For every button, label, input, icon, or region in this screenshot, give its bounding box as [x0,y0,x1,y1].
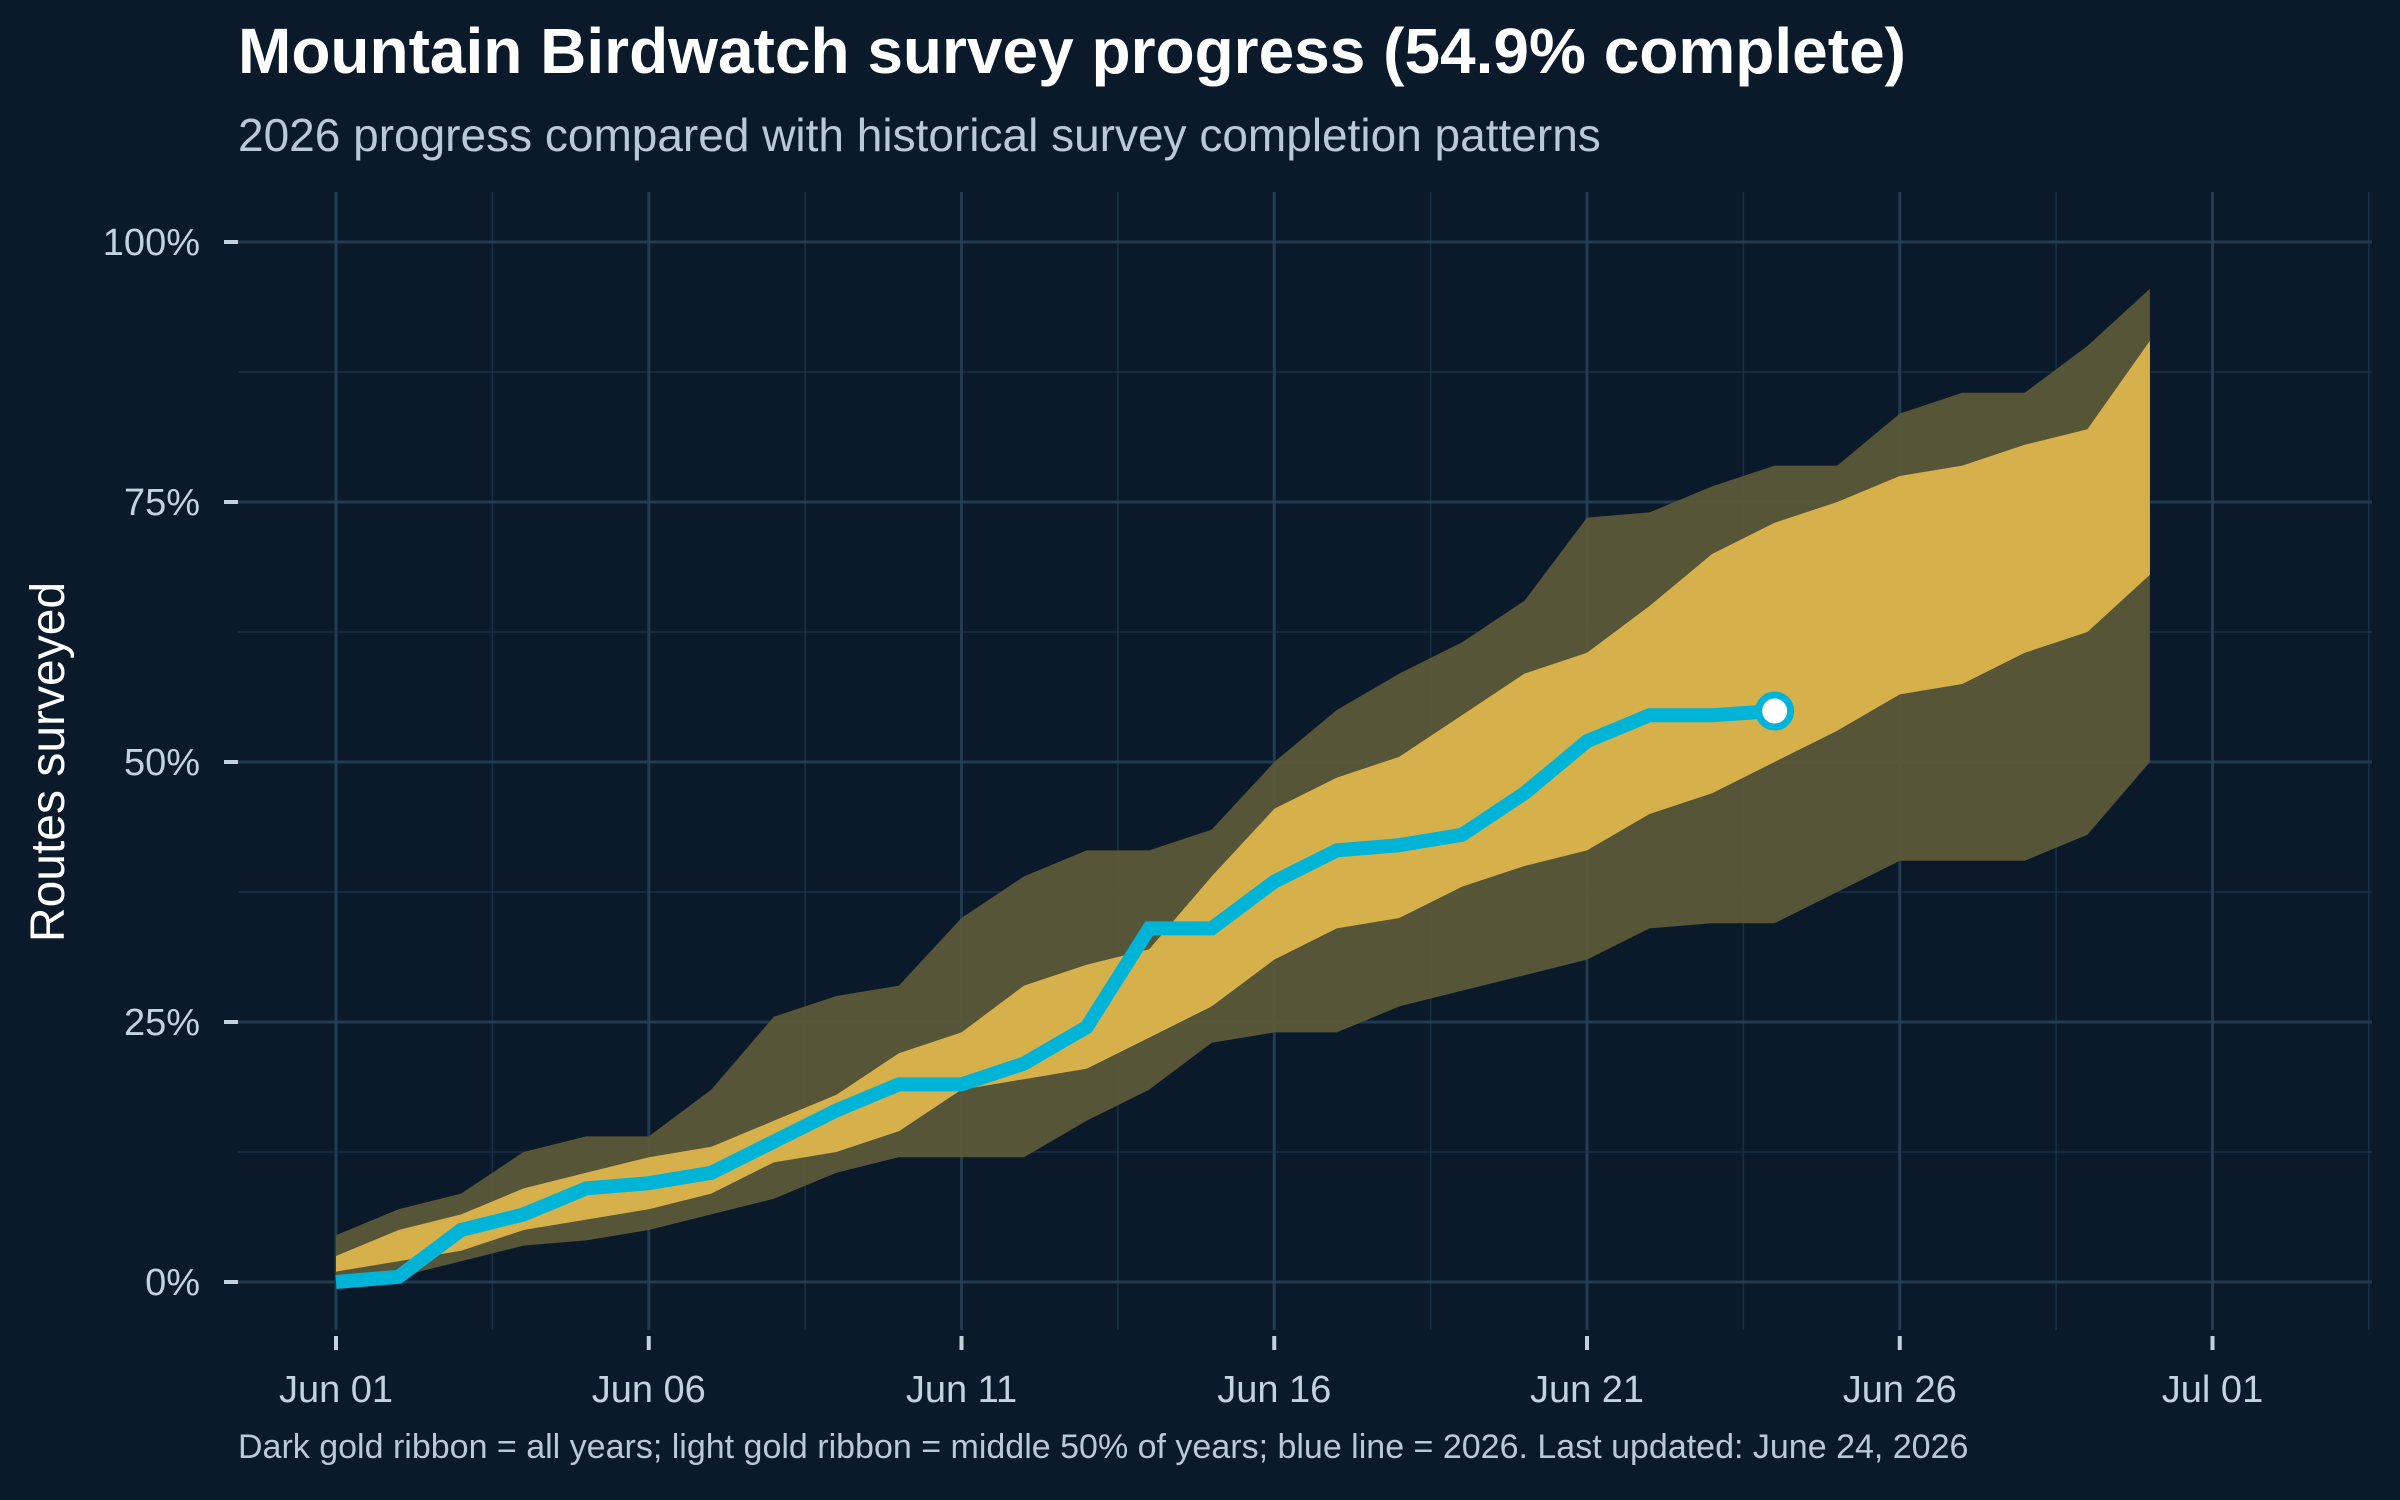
line-layer [335,691,1795,1289]
axes: 0% 25% 50% 75% 100% Jun 01 Jun 06 Jun 11 Jun 16 J… [103,222,2263,1411]
x-tick-label: Jul 01 [2162,1369,2263,1411]
chart-title: Mountain Birdwatch survey progress (54.9… [238,15,1906,87]
x-tick-label: Jun 11 [906,1369,1017,1411]
x-tick-label: Jun 21 [1530,1369,1644,1411]
chart-subtitle: 2026 progress compared with historical s… [238,109,1601,161]
x-tick-label: Jun 06 [592,1369,706,1411]
ribbons [336,288,2150,1282]
series-line-2026 [335,704,1776,1289]
all-years-ribbon [336,288,2150,1282]
x-tick-label: Jun 01 [279,1369,393,1411]
y-axis-title: Routes surveyed [22,582,75,942]
y-tick-label: 50% [124,742,200,784]
y-tick-label: 100% [103,222,200,264]
y-tick-label: 75% [124,482,200,524]
y-tick-label: 25% [124,1002,200,1044]
y-tick-label: 0% [145,1262,200,1304]
chart-caption: Dark gold ribbon = all years; light gold… [238,1428,1969,1466]
endpoint-marker [1755,691,1795,731]
x-tick-label: Jun 16 [1217,1369,1331,1411]
middle-50-ribbon [336,340,2150,1272]
x-tick-label: Jun 26 [1843,1369,1957,1411]
